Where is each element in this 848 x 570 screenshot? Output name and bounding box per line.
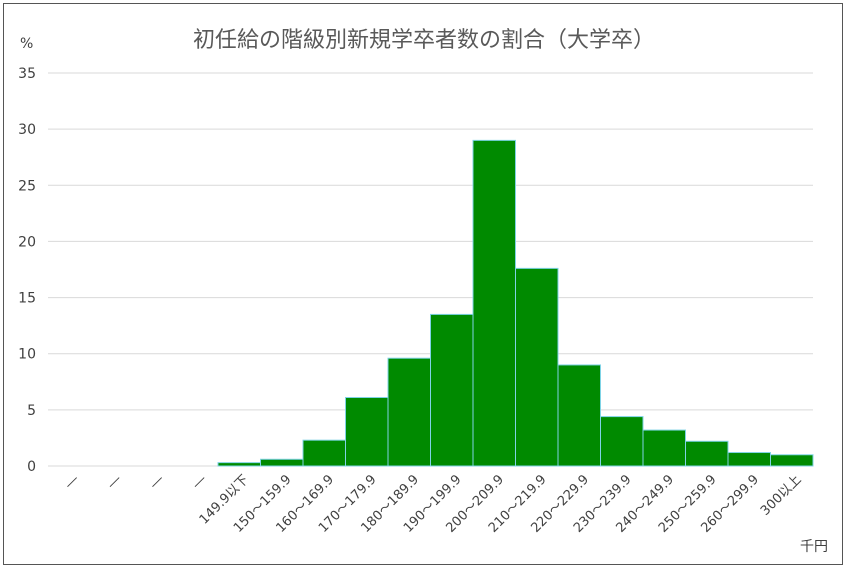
y-tick-label: 0	[27, 459, 36, 475]
x-axis-unit: 千円	[800, 539, 828, 555]
chart-frame	[3, 3, 843, 565]
bar	[642, 429, 686, 467]
x-axis-labels: ― ― ― ―149.9以下150～159.9160～169.9170～179.918…	[62, 472, 804, 536]
bar	[770, 454, 814, 467]
bar	[387, 357, 431, 467]
bar	[515, 267, 559, 467]
bar	[217, 462, 261, 467]
x-tick-label: ―	[62, 472, 82, 492]
bars	[217, 139, 814, 467]
bar	[600, 416, 644, 467]
bar	[260, 458, 304, 467]
bar	[472, 139, 516, 467]
y-axis-ticks: 0 5 10 15 20 25 30 35	[18, 66, 36, 475]
y-tick-label: 25	[18, 178, 36, 194]
bar	[557, 364, 601, 467]
bar	[430, 313, 474, 467]
x-tick-label: 300以上	[758, 472, 805, 519]
bar	[685, 440, 729, 467]
y-tick-label: 35	[18, 66, 36, 82]
y-tick-label: 30	[18, 122, 36, 138]
x-tick-label: ―	[147, 472, 167, 492]
bar	[302, 439, 346, 467]
x-tick-label: ―	[190, 472, 210, 492]
x-tick-label: ―	[105, 472, 125, 492]
chart-title: 初任給の階級別新規学卒者数の割合（大学卒）	[193, 28, 655, 53]
y-tick-label: 5	[27, 403, 36, 419]
y-tick-label: 20	[18, 234, 36, 250]
y-tick-label: 15	[18, 291, 36, 307]
bar	[727, 452, 771, 467]
bar	[345, 397, 389, 467]
y-axis-unit: %	[20, 36, 33, 52]
y-tick-label: 10	[18, 347, 36, 363]
